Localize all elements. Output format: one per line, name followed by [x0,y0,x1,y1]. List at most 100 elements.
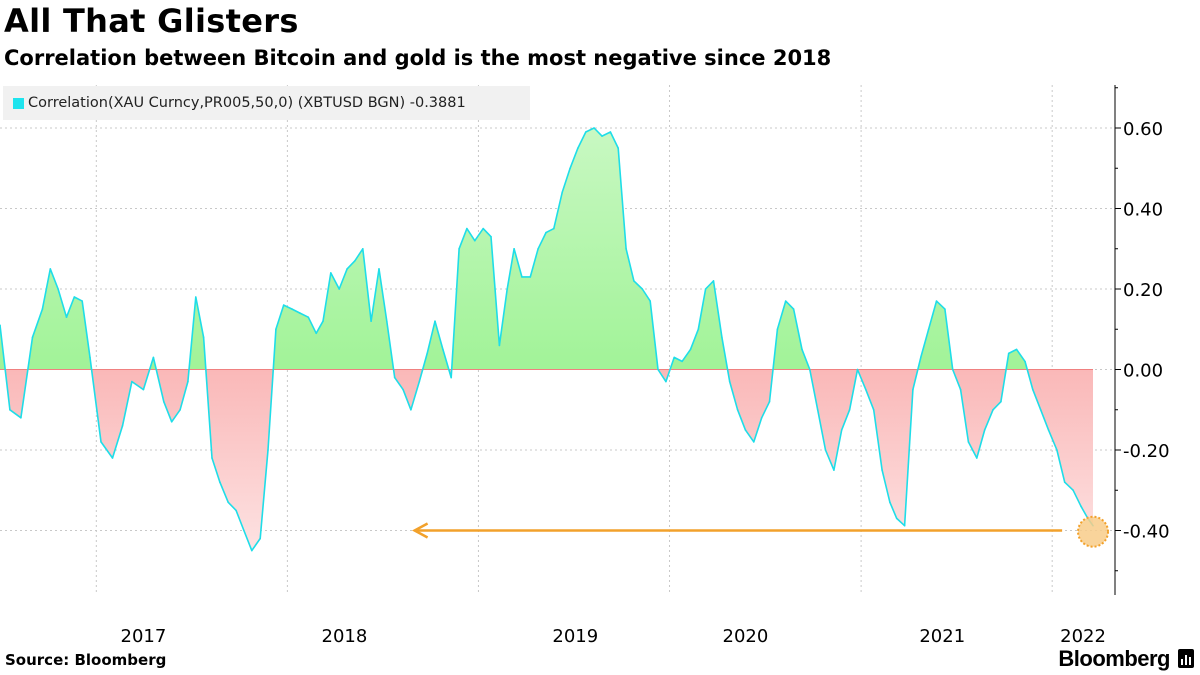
data-point [657,368,659,371]
data-point [824,449,827,451]
data-point [585,131,587,133]
data-point [131,380,133,383]
data-point [163,400,165,403]
data-point [81,300,83,302]
x-tick-label: 2020 [723,626,769,647]
data-point [1047,429,1050,431]
data-point [299,312,301,314]
data-point [665,380,667,383]
data-point [881,469,883,471]
data-point [458,248,460,250]
data-point [776,328,779,331]
data-point [307,316,310,319]
data-point [20,417,22,419]
data-point [760,417,763,419]
chart-subtitle: Correlation between Bitcoin and gold is … [4,46,832,70]
data-point [89,356,91,359]
data-point [792,308,795,310]
data-point [959,388,962,391]
data-point [633,280,635,282]
correlation-area [0,127,1094,552]
data-point [697,328,700,331]
data-point [1032,388,1034,391]
data-point [537,248,539,250]
data-point [920,356,922,359]
data-point [170,421,173,423]
data-point [704,288,707,290]
data-point [513,248,515,250]
data-point [0,324,1,326]
x-tick-label: 2018 [322,626,368,647]
data-point [736,409,739,411]
data-point [865,388,867,391]
data-point [243,529,245,532]
data-point [1015,348,1018,351]
data-point [609,131,612,133]
data-point [386,320,388,323]
data-point [410,409,412,411]
data-point [378,268,380,270]
data-point [689,348,692,351]
legend-swatch [13,97,24,109]
data-point [840,429,843,431]
data-point [1080,505,1082,508]
data-point [152,356,155,359]
x-tick-label: 2022 [1060,626,1106,647]
data-point [442,348,444,351]
data-point [712,280,715,282]
y-tick-label: -0.40 [1123,522,1170,543]
legend: Correlation(XAU Curncy,PR005,50,0) (XBTU… [3,86,530,120]
arrow-head [411,522,429,539]
data-point [354,260,356,262]
data-point [545,231,547,234]
data-point [9,409,11,411]
data-point [466,227,468,230]
data-point [967,441,970,443]
chart-title: All That Glisters [4,2,299,40]
data-point [649,300,651,302]
y-tick-label: 0.20 [1123,280,1163,301]
data-point [322,320,324,323]
data-point [235,509,237,512]
data-point [673,356,675,359]
data-point [1007,352,1010,355]
data-point [187,380,189,383]
data-point [744,429,747,431]
data-point [474,239,476,242]
x-tick-label: 2019 [552,626,598,647]
data-point [65,316,68,319]
data-point [195,296,197,298]
data-point [41,308,44,310]
data-point [315,332,318,335]
y-tick-label: 0.40 [1123,200,1163,221]
x-axis: 2017 2018 2019 2020 2021 2022 [121,626,1106,647]
data-point [895,517,898,520]
data-point [593,127,595,129]
data-point [498,344,501,347]
data-point [801,348,803,351]
data-point [49,268,52,270]
data-point [57,288,59,290]
data-point [338,288,341,290]
legend-label: Correlation(XAU Curncy,PR005,50,0) (XBTU… [28,95,466,111]
data-point [330,272,332,274]
data-point [1039,409,1042,411]
data-point [856,368,859,371]
x-tick-label: 2017 [121,626,167,647]
data-point [251,549,253,552]
data-point [1063,481,1066,484]
data-point [641,288,644,290]
data-point [728,380,731,383]
y-tick-label: -0.20 [1123,441,1170,462]
data-point [219,481,221,484]
x-tick-label: 2021 [919,626,965,647]
data-point [202,336,205,339]
highlight-marker [1077,515,1110,548]
data-point [768,400,771,403]
data-point [944,308,946,310]
data-point [1072,489,1074,492]
data-point [506,288,509,290]
data-point [912,388,914,391]
data-point [259,537,262,540]
